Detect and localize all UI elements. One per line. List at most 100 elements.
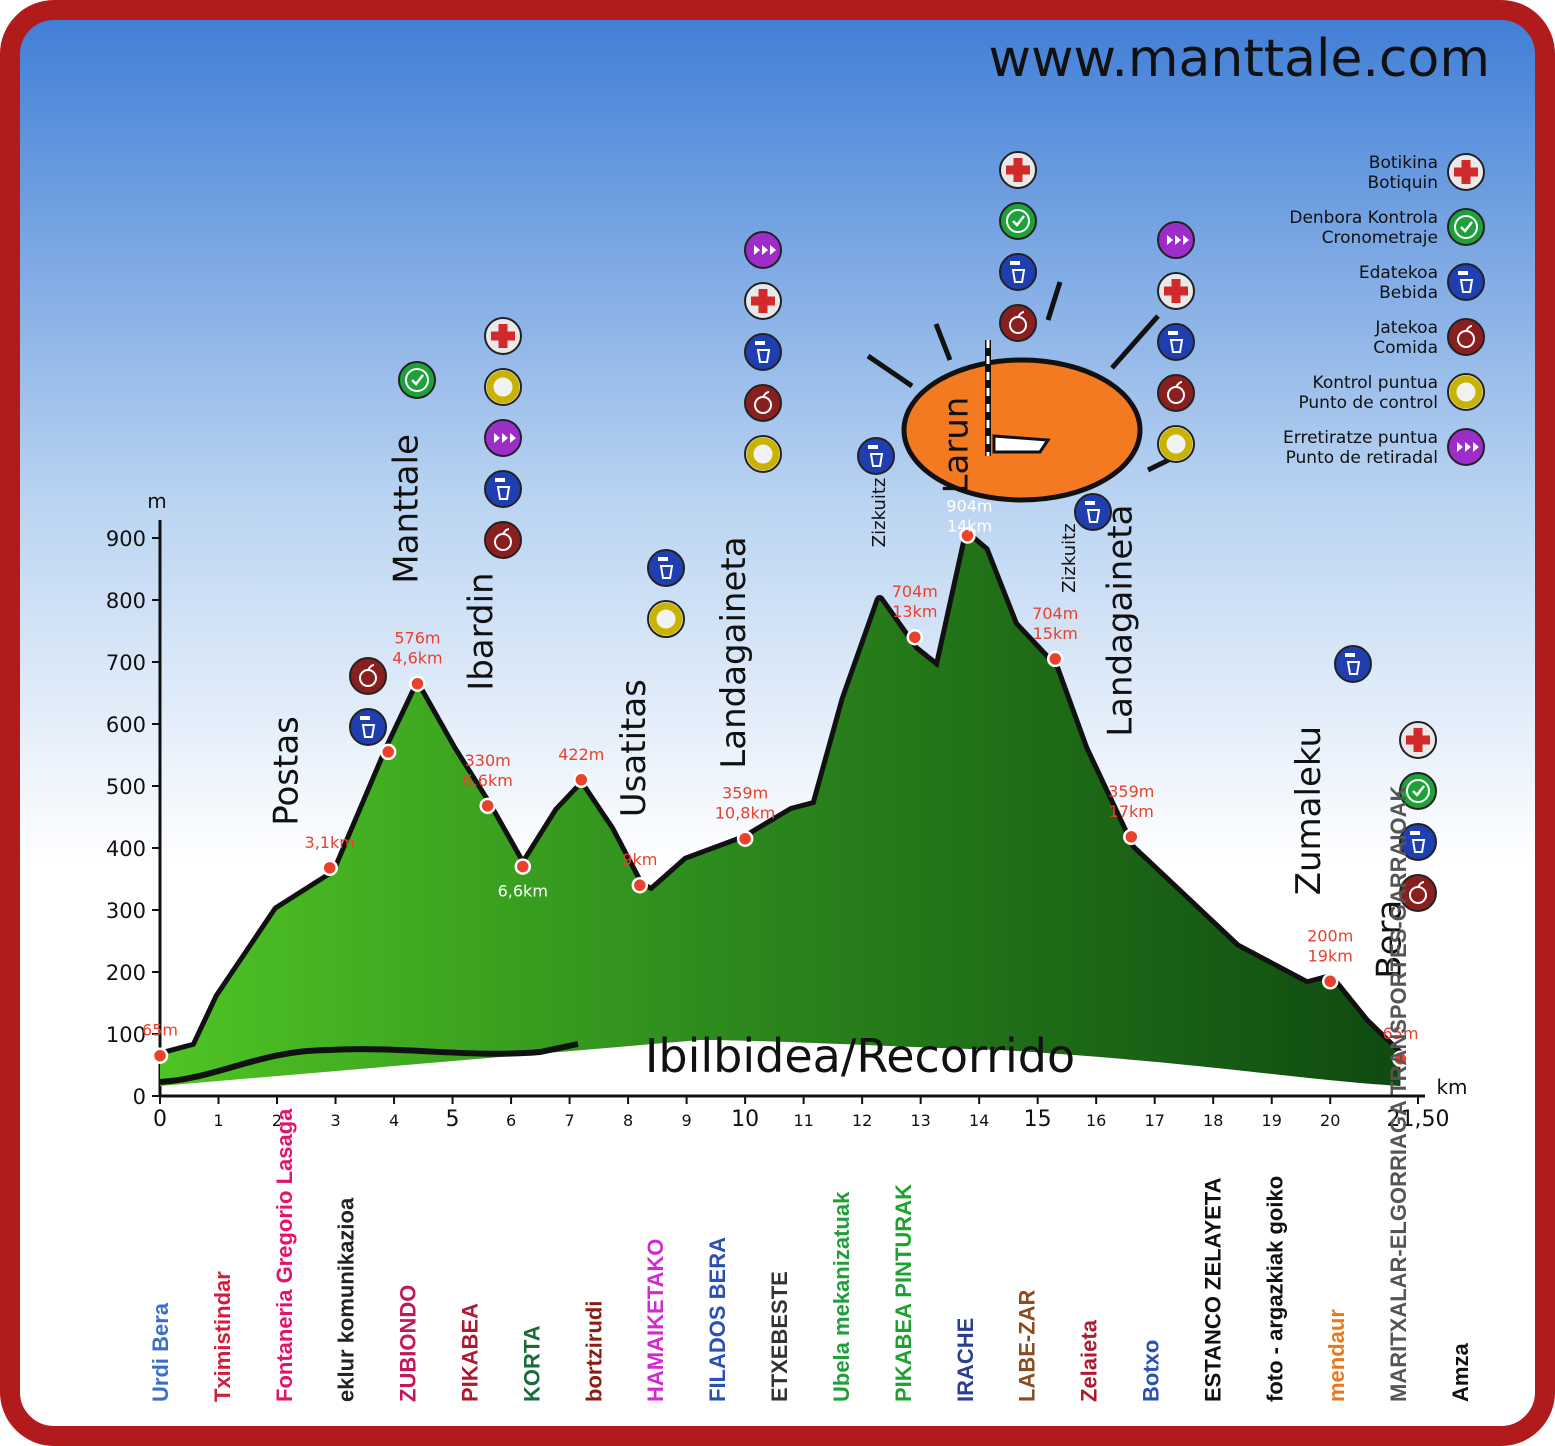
water-icon [999, 253, 1037, 291]
sponsor-logo[interactable]: ETXEBESTE [767, 1271, 792, 1402]
legend-label-es: Bebida [1379, 283, 1438, 303]
food-icon [1447, 318, 1485, 356]
sponsor-logo[interactable]: ZUBIONDO [396, 1285, 421, 1402]
sponsor-name: HAMAIKETAKO [643, 1239, 668, 1402]
waypoint-label: 704m [892, 582, 938, 601]
waypoint-label: 17km [1109, 802, 1154, 821]
sponsor-name: KORTA [519, 1325, 544, 1402]
sponsor-logo[interactable]: foto - argazkiak goiko [1262, 1176, 1287, 1402]
station-name: Manttale [387, 434, 427, 584]
station-name: Landagaineta [1100, 505, 1140, 737]
x-tick-label: 10 [731, 1107, 759, 1132]
y-tick-label: 900 [106, 527, 146, 551]
sponsor-logo[interactable]: MARITXALAR-ELGORRIAGA TRANSPORTES-GARRAI… [1386, 786, 1411, 1402]
water-icon [349, 708, 387, 746]
x-tick-label: 21,50 [1387, 1107, 1450, 1132]
sponsor-logo[interactable]: Fontaneria Gregorio Lasaga [272, 1108, 297, 1402]
food-icon [744, 384, 782, 422]
station-name: Bera [1369, 900, 1409, 979]
legend-label-eu: Kontrol puntua [1313, 373, 1438, 393]
food-icon [484, 521, 522, 559]
waypoint-marker[interactable] [1046, 650, 1064, 668]
sponsor-logo[interactable]: PIKABEA PINTURAK [891, 1184, 916, 1402]
sponsor-name: bortzirudi [581, 1301, 606, 1402]
waypoint-label: 3,1km [305, 833, 355, 852]
sponsor-logo[interactable]: Ubela mekanizatuak [829, 1191, 854, 1402]
y-tick-label: 100 [106, 1023, 146, 1047]
sponsor-logo[interactable]: Urdi Bera [148, 1302, 173, 1402]
x-tick-label: 5 [446, 1107, 460, 1132]
sponsor-logo[interactable]: KORTA [519, 1325, 544, 1402]
water-icon [744, 333, 782, 371]
sponsor-name: Ubela mekanizatuak [829, 1191, 854, 1402]
waypoint-marker[interactable] [479, 797, 496, 815]
control-point-icon [484, 368, 522, 406]
legend-label-es: Cronometraje [1322, 228, 1438, 248]
waypoint-marker[interactable] [1392, 1050, 1409, 1068]
sponsor-logo[interactable]: ESTANCO ZELAYETA [1200, 1177, 1225, 1402]
legend-label-es: Punto de retiradal [1286, 448, 1438, 468]
y-axis-label: m [147, 489, 166, 513]
station-name: Ibardin [462, 572, 502, 690]
y-tick-label: 700 [106, 651, 146, 675]
first-aid-icon [1399, 721, 1437, 759]
waypoint-marker[interactable] [631, 876, 649, 894]
sponsor-name: IRACHE [953, 1318, 978, 1402]
summit-flag [985, 340, 1051, 456]
first-aid-icon [484, 317, 522, 355]
waypoint-marker[interactable] [379, 743, 397, 761]
waypoint-label: 15km [1033, 624, 1078, 643]
waypoint-label: 330m [465, 751, 511, 770]
x-tick-label: 15 [1024, 1107, 1052, 1132]
sponsor-logo[interactable]: bortzirudi [581, 1301, 606, 1402]
waypoint-marker[interactable] [1321, 973, 1339, 990]
x-tick-label: 12 [852, 1111, 872, 1130]
y-tick-label: 300 [106, 899, 146, 923]
sponsor-logo[interactable]: eklur komunikazioa [334, 1197, 359, 1402]
waypoint-label: 704m [1032, 604, 1078, 623]
x-tick-label: 13 [910, 1111, 930, 1130]
timing-check-icon [999, 202, 1037, 240]
legend-label-es: Botiquin [1367, 173, 1438, 193]
profile-area [160, 535, 1401, 1086]
x-tick-label: 9 [682, 1111, 692, 1130]
sponsor-logo[interactable]: mendaur [1324, 1309, 1349, 1402]
x-tick-label: 18 [1203, 1111, 1223, 1130]
first-aid-icon [1447, 153, 1485, 191]
y-tick-label: 500 [106, 775, 146, 799]
sponsor-logo[interactable]: Botxo [1139, 1340, 1164, 1402]
sponsor-name: Zelaieta [1077, 1319, 1102, 1402]
waypoint-marker[interactable] [959, 527, 976, 544]
sponsor-name: Tximistindar [210, 1271, 235, 1402]
sponsor-logo[interactable]: IRACHE [953, 1318, 978, 1402]
sponsor-logo[interactable]: Zelaieta [1077, 1319, 1102, 1402]
waypoint-marker[interactable] [151, 1047, 169, 1064]
sponsor-logo[interactable]: FILADOS BERA [705, 1237, 730, 1402]
waypoint-marker[interactable] [573, 771, 590, 789]
waypoint-label: 576m [394, 629, 440, 648]
first-aid-icon [744, 282, 782, 320]
waypoint-marker[interactable] [906, 628, 924, 646]
waypoint-marker[interactable] [321, 859, 338, 877]
legend-label-eu: Edatekoa [1359, 263, 1438, 283]
site-url[interactable]: www.manttale.com [989, 29, 1491, 89]
legend-label-eu: Jatekoa [1374, 318, 1438, 338]
station-name: Postas [267, 716, 307, 826]
x-tick-label: 17 [1145, 1111, 1165, 1130]
x-tick-label: 6 [506, 1111, 516, 1130]
waypoint-marker[interactable] [514, 858, 532, 875]
waypoint-marker[interactable] [409, 675, 426, 692]
sponsor-logo[interactable]: HAMAIKETAKO [643, 1239, 668, 1402]
waypoint-marker[interactable] [1123, 828, 1140, 846]
sponsor-logo[interactable]: PIKABEA [458, 1303, 483, 1402]
sponsor-logo[interactable]: Amza [1448, 1343, 1473, 1402]
waypoint-marker[interactable] [736, 830, 754, 847]
y-tick-label: 0 [133, 1085, 146, 1109]
control-point-icon [1157, 425, 1195, 463]
sponsor-logo[interactable]: Tximistindar [210, 1271, 235, 1402]
sponsor-name: ETXEBESTE [767, 1271, 792, 1402]
sponsor-logo[interactable]: LABE-ZAR [1015, 1289, 1040, 1402]
waypoint-label: 904m [946, 497, 992, 516]
x-tick-label: 7 [564, 1111, 574, 1130]
